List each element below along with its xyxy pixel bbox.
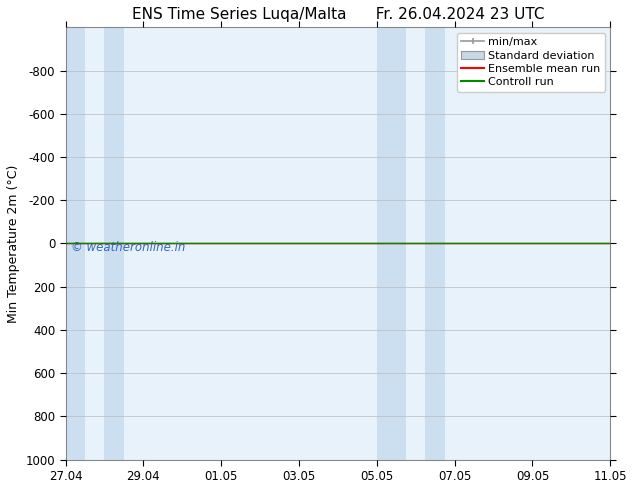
Legend: min/max, Standard deviation, Ensemble mean run, Controll run: min/max, Standard deviation, Ensemble me… <box>457 33 605 92</box>
Bar <box>65 27 85 460</box>
Bar <box>611 27 630 460</box>
Bar <box>425 27 445 460</box>
Text: © weatheronline.in: © weatheronline.in <box>71 241 185 254</box>
Title: ENS Time Series Luqa/Malta      Fr. 26.04.2024 23 UTC: ENS Time Series Luqa/Malta Fr. 26.04.202… <box>132 7 544 22</box>
Y-axis label: Min Temperature 2m (°C): Min Temperature 2m (°C) <box>7 164 20 322</box>
Bar <box>377 27 406 460</box>
Bar <box>105 27 124 460</box>
